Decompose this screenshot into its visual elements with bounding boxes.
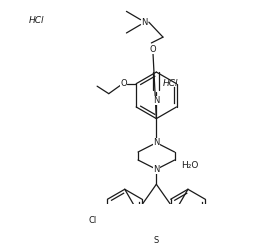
Text: H₂O: H₂O — [181, 162, 199, 171]
Text: S: S — [154, 236, 159, 244]
Text: N: N — [153, 96, 160, 105]
Text: HCl: HCl — [28, 16, 44, 25]
Text: HCl: HCl — [163, 79, 179, 88]
Text: O: O — [121, 79, 127, 88]
Text: Cl: Cl — [88, 216, 97, 225]
Text: N: N — [153, 165, 160, 174]
Text: O: O — [150, 45, 156, 54]
Text: N: N — [153, 138, 160, 147]
Text: N: N — [142, 18, 148, 27]
